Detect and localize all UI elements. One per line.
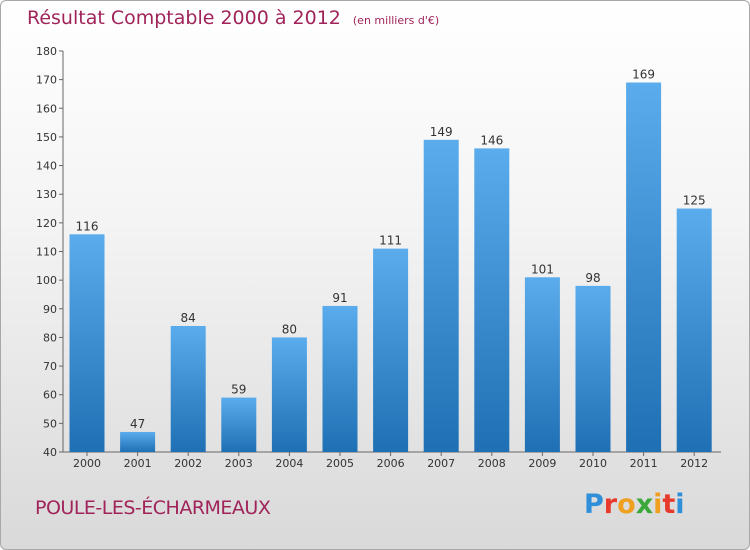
data-label-2004: 80 xyxy=(282,322,297,336)
x-tick-label: 2007 xyxy=(427,457,455,470)
bar-2003 xyxy=(221,397,257,452)
y-tick-label: 170 xyxy=(36,74,57,87)
x-tick-label: 2010 xyxy=(579,457,607,470)
bar-2010 xyxy=(575,285,611,452)
brand-letter: t xyxy=(662,489,676,520)
y-tick-label: 180 xyxy=(36,45,57,58)
data-label-2011: 169 xyxy=(632,68,655,82)
y-tick-label: 140 xyxy=(36,160,57,173)
chart-subtitle: (en milliers d'€) xyxy=(352,14,440,27)
x-tick-label: 2005 xyxy=(326,457,354,470)
x-tick-label: 2009 xyxy=(528,457,556,470)
data-label-2010: 98 xyxy=(585,271,600,285)
data-label-2008: 146 xyxy=(480,133,503,147)
data-label-2002: 84 xyxy=(181,311,196,325)
bar-2004 xyxy=(271,337,307,452)
y-tick-label: 100 xyxy=(36,274,57,287)
x-tick-label: 2001 xyxy=(124,457,152,470)
bar-2008 xyxy=(474,148,510,452)
x-tick-label: 2000 xyxy=(73,457,101,470)
x-tick-label: 2002 xyxy=(174,457,202,470)
data-labels: 116 47 84 59 80 91 111 149 146 101 98 169 125 xyxy=(76,68,706,431)
data-label-2005: 91 xyxy=(332,291,347,305)
chart-title: Résultat Comptable 2000 à 2012 (en millie… xyxy=(27,7,439,29)
data-label-2012: 125 xyxy=(683,194,706,208)
data-label-2006: 111 xyxy=(379,234,402,248)
bar-2001 xyxy=(120,431,156,452)
chart-title-text: Résultat Comptable 2000 à 2012 xyxy=(27,7,341,29)
y-tick-label: 130 xyxy=(36,188,57,201)
x-tick-label: 2011 xyxy=(630,457,658,470)
y-tick-label: 120 xyxy=(36,217,57,230)
bar-2012 xyxy=(676,208,712,452)
town-name: POULE-LES-ÉCHARMEAUX xyxy=(35,497,271,519)
y-tick-label: 150 xyxy=(36,131,57,144)
bar-2006 xyxy=(373,248,409,452)
x-tick-label: 2012 xyxy=(680,457,708,470)
brand-letter: o xyxy=(617,489,636,520)
bars xyxy=(69,82,712,453)
data-label-2000: 116 xyxy=(76,219,99,233)
y-axis: 40 50 60 70 80 90 100 110 120 130 140 150 160 170 180 xyxy=(36,45,64,459)
y-tick-label: 80 xyxy=(43,331,57,344)
brand-letter: x xyxy=(635,489,654,520)
brand-letter: P xyxy=(584,489,604,520)
y-tick-label: 160 xyxy=(36,102,57,115)
data-label-2001: 47 xyxy=(130,417,145,431)
bar-2009 xyxy=(524,277,560,452)
brand-letter: r xyxy=(603,489,618,520)
data-label-2007: 149 xyxy=(430,125,453,139)
brand-letter: i xyxy=(653,489,663,520)
y-tick-label: 110 xyxy=(36,246,57,259)
y-tick-label: 70 xyxy=(43,360,57,373)
bar-2000 xyxy=(69,234,105,452)
brand-letter: i xyxy=(675,489,685,520)
y-tick-label: 50 xyxy=(43,417,57,430)
y-tick-label: 40 xyxy=(43,446,57,459)
bar-2002 xyxy=(170,325,206,452)
bar-2011 xyxy=(626,82,662,452)
x-tick-label: 2006 xyxy=(377,457,405,470)
x-axis: 2000 2001 2002 2003 2004 2005 2006 2007 2008 2009… xyxy=(63,451,721,470)
x-tick-label: 2008 xyxy=(478,457,506,470)
x-tick-label: 2004 xyxy=(275,457,303,470)
data-label-2003: 59 xyxy=(231,383,246,397)
x-tick-label: 2003 xyxy=(225,457,253,470)
bar-2005 xyxy=(322,305,358,452)
data-label-2009: 101 xyxy=(531,262,554,276)
y-tick-label: 90 xyxy=(43,303,57,316)
y-tick-label: 60 xyxy=(43,389,57,402)
bar-2007 xyxy=(423,139,459,453)
brand-logo: Proxiti xyxy=(584,489,685,520)
